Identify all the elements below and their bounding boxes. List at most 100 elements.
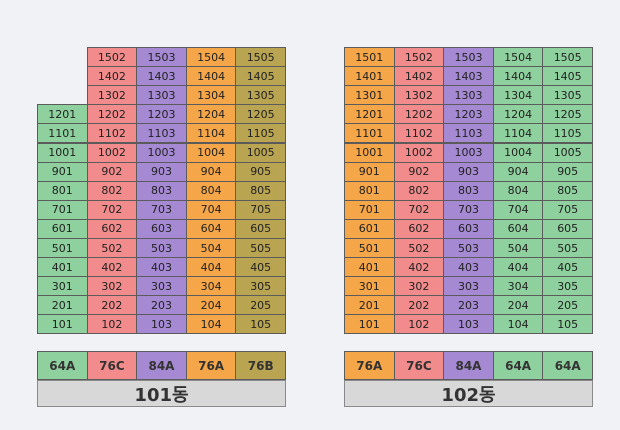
unit-cell[interactable]: 405 xyxy=(235,257,286,278)
unit-cell[interactable]: 1504 xyxy=(185,47,237,68)
unit-cell[interactable]: 1203 xyxy=(136,104,187,125)
unit-cell[interactable]: 1302 xyxy=(393,85,445,106)
unit-cell[interactable]: 1504 xyxy=(492,47,544,68)
unit-cell[interactable]: 404 xyxy=(492,257,544,278)
unit-cell[interactable]: 1204 xyxy=(492,104,544,125)
unit-cell[interactable]: 1404 xyxy=(492,66,544,87)
unit-cell[interactable]: 203 xyxy=(136,295,187,316)
unit-cell[interactable]: 902 xyxy=(86,161,138,182)
unit-cell[interactable]: 404 xyxy=(185,257,237,278)
unit-cell[interactable]: 1103 xyxy=(443,123,494,144)
unit-cell[interactable]: 301 xyxy=(344,276,395,297)
unit-cell[interactable]: 702 xyxy=(393,199,445,220)
unit-cell[interactable]: 1005 xyxy=(542,142,593,163)
unit-cell[interactable]: 1303 xyxy=(136,85,187,106)
unit-cell[interactable]: 305 xyxy=(235,276,286,297)
unit-cell[interactable]: 1402 xyxy=(393,66,445,87)
unit-cell[interactable]: 202 xyxy=(393,295,445,316)
unit-cell[interactable]: 1502 xyxy=(393,47,445,68)
unit-cell[interactable]: 201 xyxy=(37,295,88,316)
unit-cell[interactable]: 203 xyxy=(443,295,494,316)
unit-cell[interactable]: 102 xyxy=(86,314,138,335)
unit-cell[interactable]: 1004 xyxy=(185,142,237,163)
unit-cell[interactable]: 701 xyxy=(37,199,88,220)
unit-cell[interactable]: 1404 xyxy=(185,66,237,87)
unit-cell[interactable]: 901 xyxy=(344,161,395,182)
unit-cell[interactable]: 305 xyxy=(542,276,593,297)
unit-cell[interactable]: 504 xyxy=(492,238,544,259)
unit-cell[interactable]: 501 xyxy=(344,238,395,259)
unit-cell[interactable]: 904 xyxy=(492,161,544,182)
unit-cell[interactable]: 101 xyxy=(344,314,395,335)
unit-cell[interactable]: 1205 xyxy=(235,104,286,125)
unit-cell[interactable]: 1403 xyxy=(443,66,494,87)
unit-cell[interactable]: 401 xyxy=(37,257,88,278)
unit-cell[interactable]: 803 xyxy=(136,180,187,201)
unit-cell[interactable]: 703 xyxy=(443,199,494,220)
unit-cell[interactable]: 905 xyxy=(235,161,286,182)
unit-cell[interactable]: 204 xyxy=(185,295,237,316)
unit-cell[interactable]: 1003 xyxy=(136,142,187,163)
unit-cell[interactable]: 801 xyxy=(37,180,88,201)
unit-cell[interactable]: 603 xyxy=(443,218,494,239)
unit-cell[interactable]: 1001 xyxy=(37,142,88,163)
unit-cell[interactable]: 703 xyxy=(136,199,187,220)
unit-cell[interactable]: 304 xyxy=(185,276,237,297)
unit-cell[interactable]: 302 xyxy=(86,276,138,297)
unit-cell[interactable]: 1405 xyxy=(235,66,286,87)
unit-cell[interactable]: 503 xyxy=(136,238,187,259)
unit-cell[interactable]: 1503 xyxy=(136,47,187,68)
unit-cell[interactable]: 1405 xyxy=(542,66,593,87)
unit-cell[interactable]: 804 xyxy=(185,180,237,201)
unit-cell[interactable]: 205 xyxy=(542,295,593,316)
unit-cell[interactable]: 1103 xyxy=(136,123,187,144)
unit-cell[interactable]: 1004 xyxy=(492,142,544,163)
unit-cell[interactable]: 502 xyxy=(393,238,445,259)
unit-cell[interactable]: 1104 xyxy=(492,123,544,144)
unit-cell[interactable]: 601 xyxy=(37,218,88,239)
unit-cell[interactable]: 1005 xyxy=(235,142,286,163)
unit-cell[interactable]: 405 xyxy=(542,257,593,278)
unit-cell[interactable]: 202 xyxy=(86,295,138,316)
unit-cell[interactable]: 1203 xyxy=(443,104,494,125)
unit-cell[interactable]: 505 xyxy=(235,238,286,259)
unit-cell[interactable]: 201 xyxy=(344,295,395,316)
unit-cell[interactable]: 402 xyxy=(393,257,445,278)
unit-cell[interactable]: 605 xyxy=(542,218,593,239)
unit-cell[interactable]: 1305 xyxy=(235,85,286,106)
unit-cell[interactable]: 903 xyxy=(443,161,494,182)
unit-cell[interactable]: 1205 xyxy=(542,104,593,125)
unit-cell[interactable]: 1505 xyxy=(542,47,593,68)
unit-cell[interactable]: 1501 xyxy=(344,47,395,68)
unit-cell[interactable]: 501 xyxy=(37,238,88,259)
unit-cell[interactable]: 105 xyxy=(542,314,593,335)
unit-cell[interactable]: 1402 xyxy=(86,66,138,87)
unit-cell[interactable]: 1505 xyxy=(235,47,286,68)
unit-cell[interactable]: 103 xyxy=(443,314,494,335)
unit-cell[interactable]: 303 xyxy=(443,276,494,297)
unit-cell[interactable]: 401 xyxy=(344,257,395,278)
unit-cell[interactable]: 102 xyxy=(393,314,445,335)
unit-cell[interactable]: 1002 xyxy=(86,142,138,163)
unit-cell[interactable]: 1104 xyxy=(185,123,237,144)
unit-cell[interactable]: 804 xyxy=(492,180,544,201)
unit-cell[interactable]: 403 xyxy=(443,257,494,278)
unit-cell[interactable]: 503 xyxy=(443,238,494,259)
unit-cell[interactable]: 1502 xyxy=(86,47,138,68)
unit-cell[interactable]: 403 xyxy=(136,257,187,278)
unit-cell[interactable]: 504 xyxy=(185,238,237,259)
unit-cell[interactable]: 805 xyxy=(542,180,593,201)
unit-cell[interactable]: 601 xyxy=(344,218,395,239)
unit-cell[interactable]: 1401 xyxy=(344,66,395,87)
unit-cell[interactable]: 901 xyxy=(37,161,88,182)
unit-cell[interactable]: 602 xyxy=(393,218,445,239)
unit-cell[interactable]: 1302 xyxy=(86,85,138,106)
unit-cell[interactable]: 701 xyxy=(344,199,395,220)
unit-cell[interactable]: 604 xyxy=(492,218,544,239)
unit-cell[interactable]: 302 xyxy=(393,276,445,297)
unit-cell[interactable]: 1304 xyxy=(492,85,544,106)
unit-cell[interactable]: 402 xyxy=(86,257,138,278)
unit-cell[interactable]: 802 xyxy=(393,180,445,201)
unit-cell[interactable]: 801 xyxy=(344,180,395,201)
unit-cell[interactable]: 702 xyxy=(86,199,138,220)
